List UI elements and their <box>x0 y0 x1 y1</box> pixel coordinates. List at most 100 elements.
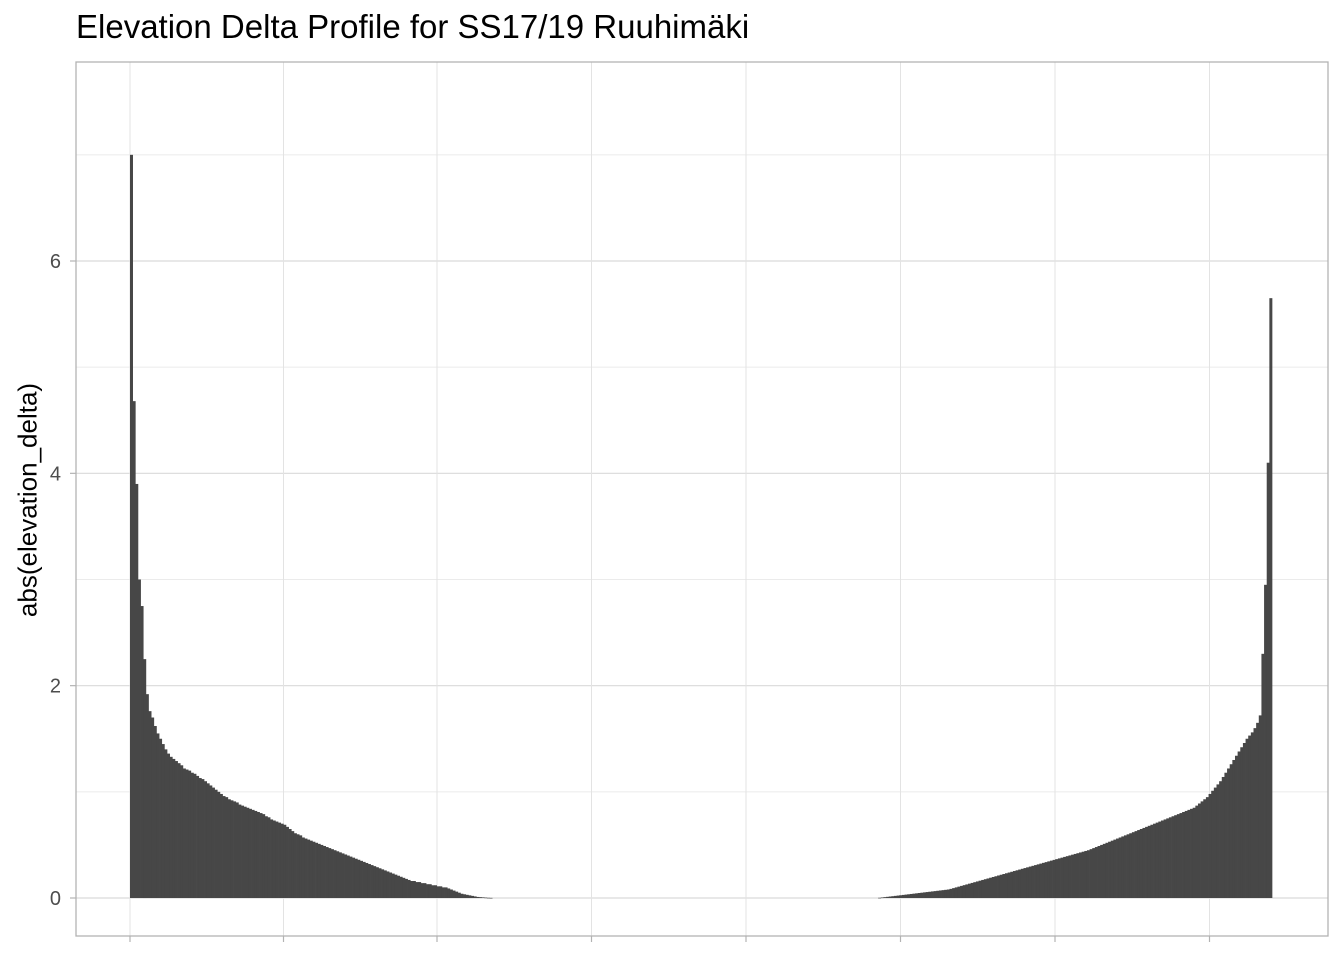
bar <box>941 890 945 898</box>
y-tick-label: 4 <box>50 463 61 485</box>
bar <box>222 796 226 898</box>
bar <box>204 781 208 898</box>
bar <box>960 885 964 898</box>
bar <box>1261 653 1265 898</box>
bar <box>1234 755 1238 898</box>
bar <box>1100 844 1104 898</box>
bar <box>428 884 432 898</box>
bar <box>410 881 414 898</box>
bar <box>1197 803 1201 898</box>
bar <box>1142 827 1146 898</box>
bar <box>201 779 205 898</box>
bar <box>1015 870 1019 898</box>
bar <box>1256 722 1260 898</box>
bar <box>338 852 342 898</box>
bar <box>383 870 387 898</box>
bar <box>243 806 247 898</box>
bar <box>1153 823 1157 898</box>
bar <box>367 864 371 898</box>
bar <box>1158 821 1162 898</box>
bar <box>322 845 326 898</box>
bar <box>1012 871 1016 898</box>
bar <box>349 856 353 898</box>
bar <box>970 882 974 898</box>
bar <box>957 886 961 898</box>
bar <box>217 791 221 898</box>
bar <box>1242 743 1246 898</box>
bar <box>1264 584 1268 898</box>
bar <box>471 895 474 898</box>
bar <box>1250 732 1254 898</box>
bar <box>132 401 136 898</box>
bar <box>1042 862 1045 898</box>
bar <box>983 879 987 898</box>
bar <box>336 851 340 898</box>
bar <box>256 812 260 898</box>
bar <box>938 890 942 898</box>
bar <box>949 888 953 898</box>
bar <box>439 886 443 898</box>
y-tick-label: 0 <box>50 888 61 910</box>
bar <box>330 849 334 898</box>
bar <box>174 761 178 898</box>
bar <box>968 883 971 898</box>
bar <box>198 778 202 898</box>
bar <box>1060 857 1064 898</box>
bar <box>1076 853 1080 898</box>
bar <box>1219 781 1223 898</box>
bar <box>426 884 430 898</box>
bar <box>238 804 242 898</box>
bar <box>1155 822 1159 898</box>
bar <box>880 897 884 899</box>
chart-title: Elevation Delta Profile for SS17/19 Ruuh… <box>76 8 750 45</box>
bar <box>923 892 927 898</box>
bar <box>193 773 197 898</box>
bar <box>1179 813 1183 898</box>
bar <box>1036 864 1040 898</box>
bar <box>1039 863 1043 898</box>
bar <box>1113 839 1117 898</box>
bar <box>1079 852 1083 898</box>
bar <box>278 822 282 898</box>
bar <box>320 844 324 898</box>
bar <box>373 866 377 898</box>
bar <box>1052 859 1056 898</box>
bar <box>989 877 993 898</box>
bar <box>1221 776 1225 898</box>
bar <box>259 813 263 898</box>
bar <box>1102 843 1106 898</box>
bar <box>891 896 895 898</box>
bar <box>423 883 427 898</box>
bar <box>1190 808 1194 898</box>
bar <box>452 890 456 898</box>
bar <box>211 787 215 898</box>
bar <box>399 876 403 898</box>
bar <box>925 892 929 898</box>
bar <box>135 483 139 898</box>
bar <box>304 838 308 898</box>
bar <box>206 783 210 898</box>
bar <box>1026 867 1030 898</box>
bar <box>164 749 168 898</box>
bar <box>1126 834 1130 898</box>
bar <box>917 893 921 898</box>
bar <box>460 893 464 898</box>
bar <box>1168 817 1172 898</box>
bar <box>296 834 300 898</box>
bar <box>381 869 385 898</box>
bar <box>420 883 424 898</box>
bar <box>920 892 924 898</box>
bar <box>930 891 934 898</box>
bar <box>1020 868 1024 898</box>
bar <box>1224 772 1228 898</box>
bar <box>1071 854 1075 898</box>
bar <box>1150 824 1154 898</box>
bar <box>1266 462 1270 898</box>
bar <box>1081 851 1085 898</box>
bar <box>1237 751 1241 898</box>
gridlines <box>76 62 1328 936</box>
bar <box>484 897 488 899</box>
bar <box>962 885 966 898</box>
bar <box>167 753 170 898</box>
bar <box>230 800 234 898</box>
